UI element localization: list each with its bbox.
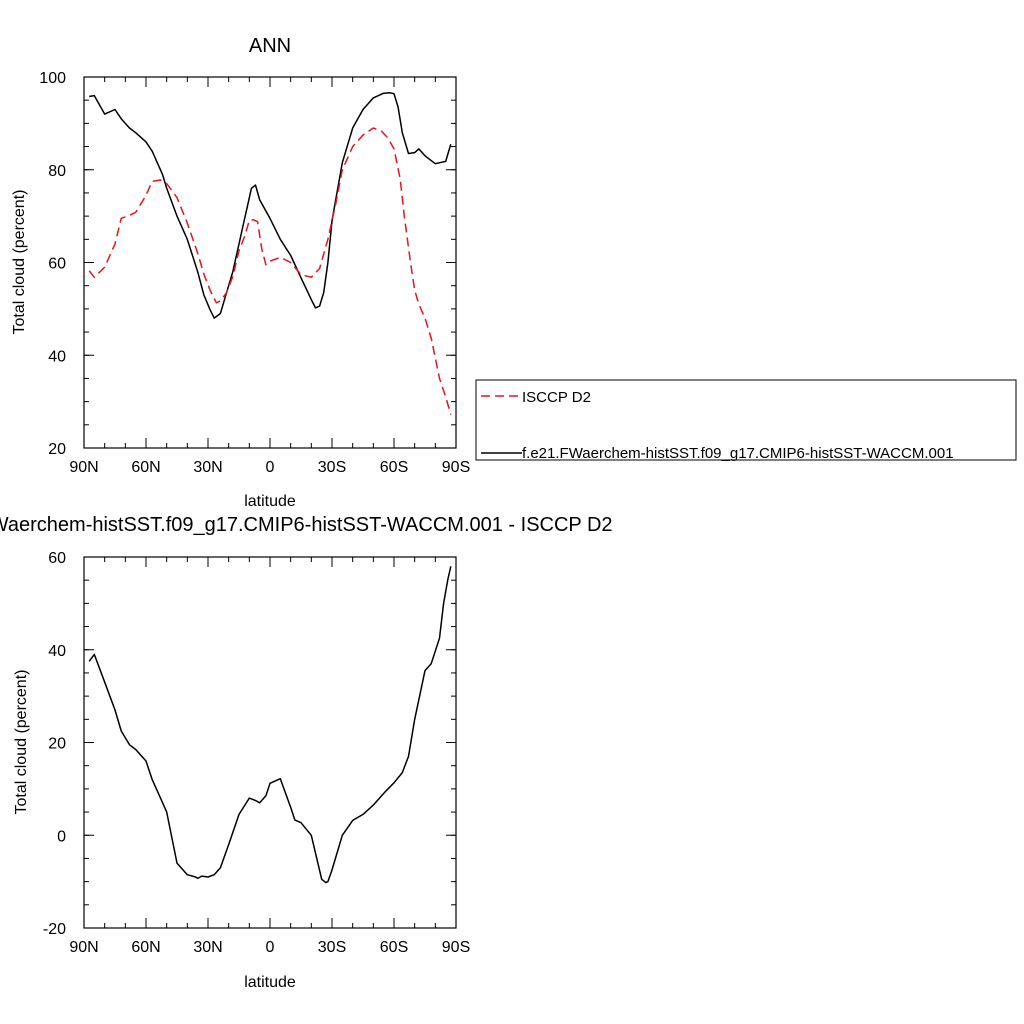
top-x-tick-label: 90N [69, 459, 98, 476]
top-x-tick-label: 30S [318, 459, 346, 476]
bottom-x-tick-label: 90S [442, 939, 470, 956]
bottom-panel: f.e21.FWaerchem-histSST.f09_g17.CMIP6-hi… [0, 514, 613, 991]
top-series-line-model [89, 92, 452, 319]
bottom-y-tick-label: 60 [48, 550, 66, 567]
top-x-tick-label: 90S [442, 459, 470, 476]
bottom-y-axis-label: Total cloud (percent) [13, 670, 30, 815]
top-x-tick-label: 30N [193, 459, 222, 476]
top-x-tick-label: 60S [380, 459, 408, 476]
top-plot-area: 90N 60N 30N 0 30S 60S 90S 20 40 60 80 100 [39, 70, 470, 476]
top-chart-title: ANN [249, 35, 291, 57]
bottom-x-tick-label: 30N [193, 939, 222, 956]
bottom-x-tick-label: 60N [131, 939, 160, 956]
top-y-tick-label: 80 [48, 163, 66, 180]
bottom-x-tick-label: 30S [318, 939, 346, 956]
top-x-axis-label: latitude [244, 493, 296, 510]
bottom-y-tick-label: -20 [43, 921, 66, 938]
bottom-y-tick-label: 40 [48, 643, 66, 660]
bottom-chart-title: f.e21.FWaerchem-histSST.f09_g17.CMIP6-hi… [0, 514, 613, 536]
top-x-tick-label: 0 [266, 459, 275, 476]
top-y-tick-label: 20 [48, 441, 66, 458]
bottom-plot-area: 90N 60N 30N 0 30S 60S 90S -20 0 20 40 60 [43, 550, 470, 956]
bottom-series-line-difference [88, 566, 452, 884]
top-panel: ANN 90N 60N 30N 0 30S 60S 90S 20 40 60 80 100 latit… [11, 35, 470, 510]
bottom-x-tick-label: 0 [266, 939, 275, 956]
top-y-tick-label: 40 [48, 348, 66, 365]
bottom-x-axis-label: latitude [244, 974, 296, 991]
bottom-y-tick-label: 0 [57, 828, 66, 845]
legend-label-model: f.e21.FWaerchem-histSST.f09_g17.CMIP6-hi… [522, 445, 954, 462]
top-x-tick-label: 60N [131, 459, 160, 476]
bottom-x-tick-label: 60S [380, 939, 408, 956]
top-y-tick-label: 60 [48, 256, 66, 273]
legend: ISCCP D2 f.e21.FWaerchem-histSST.f09_g17… [475, 379, 1017, 462]
legend-box [475, 379, 1017, 461]
bottom-y-tick-label: 20 [48, 736, 66, 753]
legend-label-isccp: ISCCP D2 [522, 389, 591, 406]
top-series-line-isccp-d2 [88, 127, 452, 415]
top-y-axis-label: Total cloud (percent) [11, 190, 28, 335]
bottom-x-tick-label: 90N [69, 939, 98, 956]
top-y-tick-label: 100 [39, 70, 66, 87]
